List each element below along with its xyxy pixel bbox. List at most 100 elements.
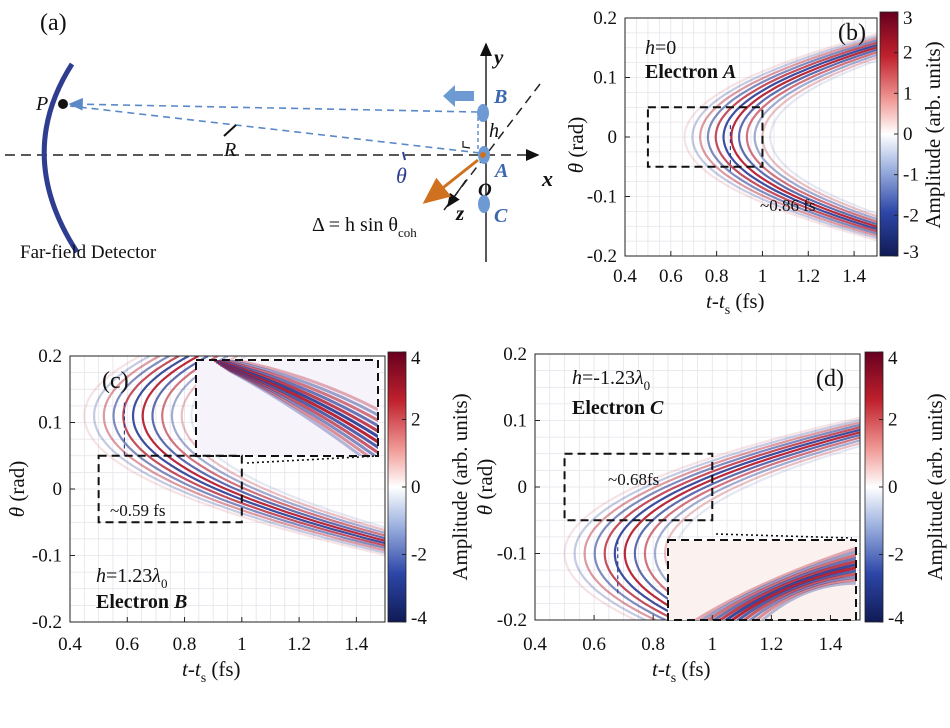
- panel-b-xtick-label: 1.2: [796, 266, 820, 287]
- panel-b: ~0.86 fs 0.4 0.6 0.8 1 1.2 1.4 0.2 0.1 0 -0.1 -0.2…: [564, 8, 945, 318]
- panel-c-inset-wavefronts: [211, 360, 378, 456]
- delta-equation: Δ = h sin θcoh: [312, 214, 417, 240]
- panel-d-wavefront: [633, 433, 860, 620]
- panel-d-wavefront: [653, 439, 860, 620]
- axis-x-label: x: [541, 166, 553, 191]
- panel-b-wavefront: [745, 51, 877, 223]
- panel-c-xtick-label: 1.4: [344, 634, 368, 655]
- panel-c-dashed-box: [97, 454, 243, 524]
- panel-c-wavefront: [190, 356, 385, 529]
- panel-c-xtick-label: 1.2: [287, 634, 311, 655]
- panel-d-ytick-label: -0.2: [497, 610, 527, 631]
- theta-arc: [402, 151, 406, 161]
- panel-b-xlabel: t-ts (fs): [706, 289, 765, 318]
- panel-c-cbar-tick-label: -4: [411, 608, 427, 629]
- panel-b-xtick-label: 0.8: [705, 266, 729, 287]
- panel-c-wavefront: [170, 356, 385, 535]
- panel-b-xtick-label: 0.6: [659, 266, 683, 287]
- panel-b-wavefront: [722, 43, 877, 231]
- panel-b-ytick-label: 0.2: [593, 8, 617, 29]
- panel-d-wavefront: [613, 428, 860, 620]
- panel-b-h-label: h=0: [645, 37, 676, 59]
- panel-c-ytick-label: -0.1: [32, 546, 62, 567]
- panel-c-inset-wavefront: [226, 360, 378, 412]
- panel-c-colorbar-ticks: 4 2 0 -2 -4: [402, 348, 427, 629]
- panel-d-inset-wavefronts: [693, 546, 856, 620]
- detector-arc: [41, 62, 80, 254]
- panel-d-inset-wavefront: [723, 563, 856, 620]
- panel-d-xtick-label: 1.4: [819, 634, 843, 655]
- b-push-arrow: [443, 85, 474, 107]
- panel-c-xtick-label: 0.8: [173, 634, 197, 655]
- panel-c: ~0.59 fs 0.4 0.6 0.8 1 1.2 1.4 0.2 0.1 0 -0.1 -0.2…: [5, 346, 472, 686]
- electron-c: [478, 195, 490, 213]
- panel-d-ticks: 0.4 0.6 0.8 1 1.2 1.4 0.2 0.1 0 -0.1 -0.2: [497, 344, 843, 655]
- panel-b-wavefront: [698, 37, 877, 237]
- panel-a-label: (a): [40, 10, 67, 36]
- panel-d-wavefront: [563, 416, 860, 620]
- panel-b-annotation: ~0.86 fs: [760, 196, 815, 215]
- panel-c-wavefront: [180, 356, 385, 532]
- panel-d-cbar-tick-label: 2: [888, 410, 898, 431]
- panel-d-annotation: ~0.68fs: [608, 470, 659, 489]
- panel-b-cbar-tick-label: -3: [903, 242, 919, 263]
- point-p-label: P: [35, 93, 48, 115]
- panel-d-wavefront: [643, 436, 860, 620]
- point-p-dot: [58, 99, 68, 109]
- panel-b-wavefront: [730, 46, 877, 228]
- panel-d-ytick-label: 0.1: [503, 411, 527, 432]
- panel-d-inset-wavefront: [699, 550, 856, 620]
- panel-c-annotation: ~0.59 fs: [110, 501, 165, 520]
- panel-c-ytick-label: 0.2: [38, 346, 62, 367]
- panel-b-wavefront: [753, 53, 877, 221]
- panel-c-ytick-label: -0.2: [32, 612, 62, 633]
- panel-d-inset-wavefront: [717, 559, 856, 620]
- panel-b-label: (b): [838, 20, 866, 46]
- panel-c-electron-label: Electron B: [96, 591, 187, 613]
- panel-b-cbar-tick-label: 2: [903, 43, 913, 64]
- panel-d-inset-wavefront: [705, 553, 856, 620]
- electron-a-label: A: [493, 160, 508, 182]
- axis-z-label: z: [455, 201, 465, 225]
- panel-d-label: (d): [816, 366, 844, 392]
- panel-c-inset-wavefront: [226, 367, 371, 456]
- origin-label: O: [478, 180, 492, 201]
- radius-label: R: [223, 139, 236, 161]
- panel-b-colorbar-ticks: 3 2 1 0 -1 -2 -3: [894, 8, 919, 263]
- panel-d-ylabel: θ (rad): [473, 459, 497, 515]
- right-angle-mark: [462, 141, 471, 149]
- panel-b-xtick-label: 1: [758, 266, 768, 287]
- panel-a: (a) P R θ h B A O: [5, 10, 553, 263]
- ray-from-b: [68, 97, 479, 113]
- panel-c-wavefront: [141, 356, 385, 542]
- panel-c-wavefront: [151, 356, 385, 540]
- panel-b-wavefront: [683, 32, 877, 242]
- panel-b-cbar-tick-label: 3: [903, 8, 913, 29]
- z-axis-line: [443, 83, 541, 211]
- delta-equation-main: Δ = h sin θ: [312, 214, 398, 236]
- panel-c-ytick-label: 0.1: [38, 413, 62, 434]
- panel-d-electron-label: Electron C: [572, 397, 664, 419]
- panel-d-ytick-label: -0.1: [497, 544, 527, 565]
- panel-c-zoom-line: [246, 455, 379, 464]
- panel-c-ylabel: θ (rad): [5, 461, 29, 517]
- panel-d-inset-wavefront: [742, 572, 856, 620]
- panel-b-xtick-label: 0.4: [613, 266, 637, 287]
- panel-c-ticks: 0.4 0.6 0.8 1 1.2 1.4 0.2 0.1 0 -0.1 -0.2: [32, 346, 369, 655]
- panel-b-cbar-tick-label: 1: [903, 83, 913, 104]
- panel-b-cbar-tick-label: -1: [903, 165, 919, 186]
- panel-b-ytick-label: -0.1: [587, 187, 617, 208]
- panel-c-label: (c): [102, 368, 129, 394]
- radius-tick: [223, 124, 237, 137]
- panel-d-inset-wavefront: [711, 556, 856, 620]
- panel-d-inset-wavefront: [693, 546, 856, 620]
- panel-b-dashed-box: [646, 106, 764, 168]
- panel-c-wavefront: [92, 356, 385, 554]
- panel-b-xtick-label: 1.4: [842, 266, 866, 287]
- panel-d-ytick-label: 0.2: [503, 344, 527, 365]
- delta-arrow: [422, 158, 479, 204]
- panel-c-wavefront: [122, 356, 385, 547]
- panel-b-electron-label: Electron A: [645, 61, 736, 83]
- panel-d-inset-wavefront: [729, 566, 856, 620]
- panel-b-wavefront: [714, 41, 877, 233]
